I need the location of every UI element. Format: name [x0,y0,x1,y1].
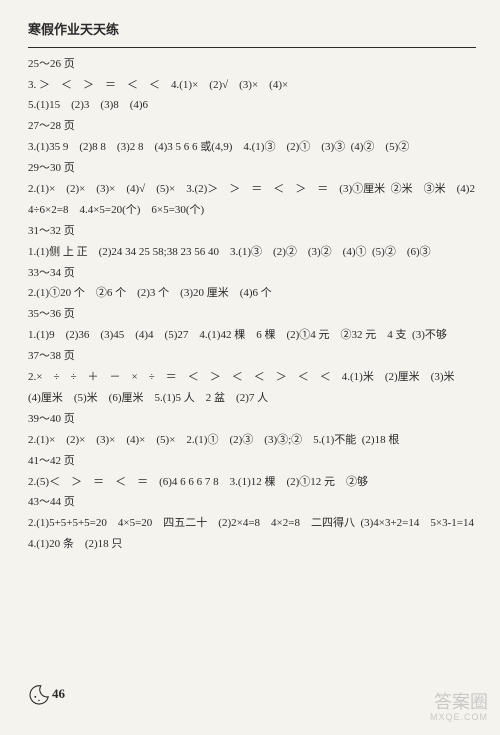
page-footer: 46 [28,682,65,707]
answer-line: 3. ＞ ＜ ＞ ＝ ＜ ＜ 4.(1)× (2)√ (3)× (4)× [28,75,476,96]
moon-icon [28,684,50,706]
answer-line: 1.(1)侧 上 正 (2)24 34 25 58;38 23 56 40 3.… [28,242,476,263]
watermark-main: 答案圈 [434,692,488,712]
answer-line: 2.(1)× (2)× (3)× (4)× (5)× 2.(1)① (2)③ (… [28,430,476,451]
answer-line: 43～44 页 [28,492,476,513]
answer-line: 25～26 页 [28,54,476,75]
answer-line: 33～34 页 [28,263,476,284]
watermark-sub: MXQE.COM [430,713,488,723]
answer-line: 27～28 页 [28,116,476,137]
watermark: 答案圈 MXQE.COM [430,693,488,723]
title-divider [28,47,476,48]
answer-line: 35～36 页 [28,304,476,325]
answer-line: 2.(1)× (2)× (3)× (4)√ (5)× 3.(2)＞ ＞ ＝ ＜ … [28,179,476,221]
answer-line: 29～30 页 [28,158,476,179]
answer-line: 2.(1)5+5+5+5=20 4×5=20 四五二十 (2)2×4=8 4×2… [28,513,476,555]
answer-line: 31～32 页 [28,221,476,242]
answer-line: 37～38 页 [28,346,476,367]
answer-line: 2.× ÷ ÷ ＋ － × ÷ ＝ ＜ ＞ ＜ ＜ ＞ ＜ ＜ 4.(1)米 (… [28,367,476,409]
answer-line: 2.(5)＜ ＞ ＝ ＜ ＝ (6)4 6 6 6 7 8 3.(1)12 棵 … [28,472,476,493]
page-number: 46 [52,682,65,707]
answer-line: 3.(1)35 9 (2)8 8 (3)2 8 (4)3 5 6 6 或(4,9… [28,137,476,158]
answer-line: 1.(1)9 (2)36 (3)45 (4)4 (5)27 4.(1)42 棵 … [28,325,476,346]
answer-line: 41～42 页 [28,451,476,472]
answer-line: 5.(1)15 (2)3 (3)8 (4)6 [28,95,476,116]
workbook-title: 寒假作业天天练 [28,18,476,43]
answer-line: 39～40 页 [28,409,476,430]
answer-line: 2.(1)①20 个 ②6 个 (2)3 个 (3)20 厘米 (4)6 个 [28,283,476,304]
answer-content: 25～26 页3. ＞ ＜ ＞ ＝ ＜ ＜ 4.(1)× (2)√ (3)× (… [28,54,476,555]
